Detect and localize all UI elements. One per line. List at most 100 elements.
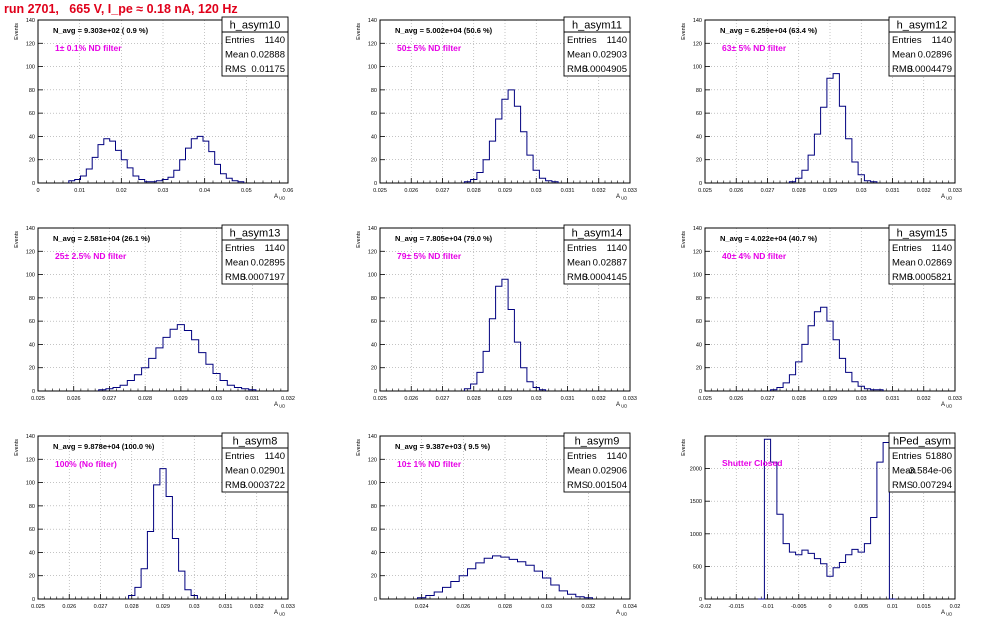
x-tick-label: 0.025 bbox=[373, 396, 387, 402]
histogram-panel-h_asym11: 0.025 0.026 0.027 0.028 0.029 0.03 0.031 0.032 0… bbox=[356, 16, 637, 201]
navg-label: N_avg = 5.002e+04 (50.6 %) bbox=[395, 26, 493, 35]
filter-annotation: 1± 0.1% ND filter bbox=[55, 43, 122, 53]
x-tick-label: 0.028 bbox=[467, 396, 481, 402]
y-tick-label: 40 bbox=[371, 134, 377, 140]
y-tick-label: 20 bbox=[29, 574, 35, 580]
x-tick-label: 0.026 bbox=[67, 396, 81, 402]
histogram-title: hPed_asym bbox=[893, 436, 951, 448]
histogram-panel-h_asym9: 0.024 0.026 0.028 0.03 0.032 0.034 0 20 40 60 80 10… bbox=[356, 432, 637, 617]
y-tick-label: 100 bbox=[26, 273, 35, 279]
y-tick-label: 40 bbox=[29, 550, 35, 556]
y-axis-title: Events bbox=[681, 231, 687, 248]
y-axis-title: Events bbox=[681, 23, 687, 40]
filter-annotation: 63± 5% ND filter bbox=[722, 43, 787, 53]
x-tick-label: 0 bbox=[828, 604, 831, 610]
stats-value: 0.02887 bbox=[593, 258, 627, 269]
y-tick-label: 80 bbox=[371, 504, 377, 510]
stats-value: 51880 bbox=[926, 451, 952, 462]
y-tick-label: 140 bbox=[693, 18, 702, 24]
y-tick-label: 100 bbox=[368, 65, 377, 71]
stats-label: RMS bbox=[567, 272, 588, 283]
stats-value: 0.0004479 bbox=[907, 64, 952, 75]
x-tick-label: 0.024 bbox=[415, 604, 429, 610]
y-tick-label: 40 bbox=[29, 342, 35, 348]
x-tick-label: 0.033 bbox=[281, 604, 295, 610]
filter-annotation: 40± 4% ND filter bbox=[722, 251, 787, 261]
stats-value: 1140 bbox=[607, 451, 627, 462]
y-tick-label: 20 bbox=[29, 366, 35, 372]
y-tick-label: 40 bbox=[696, 134, 702, 140]
histogram-panel-h_asym14: 0.025 0.026 0.027 0.028 0.029 0.03 0.031 0.032 0… bbox=[356, 224, 637, 409]
y-tick-label: 140 bbox=[368, 434, 377, 440]
stats-label: Entries bbox=[892, 243, 922, 254]
x-tick-label: 0.03 bbox=[211, 396, 222, 402]
y-tick-label: 500 bbox=[693, 564, 702, 570]
stats-box bbox=[563, 432, 631, 493]
filter-annotation: 100% (No filter) bbox=[55, 459, 117, 469]
stats-value: 0.0003722 bbox=[240, 480, 285, 491]
x-tick-label: 0.04 bbox=[199, 188, 210, 194]
histogram-panel-h_asym15: 0.025 0.026 0.027 0.028 0.029 0.03 0.031 0.032 0… bbox=[681, 224, 962, 409]
y-tick-label: 1000 bbox=[690, 532, 702, 538]
y-tick-label: 60 bbox=[696, 111, 702, 117]
x-tick-label: 0.03 bbox=[541, 604, 552, 610]
stats-value: 0.02896 bbox=[918, 50, 952, 61]
stats-label: RMS bbox=[567, 64, 588, 75]
stats-label: Entries bbox=[225, 451, 255, 462]
y-tick-label: 140 bbox=[26, 434, 35, 440]
y-tick-label: 120 bbox=[368, 249, 377, 255]
navg-label: N_avg = 9.303e+02 ( 0.9 %) bbox=[53, 26, 149, 35]
y-tick-label: 120 bbox=[368, 457, 377, 463]
x-tick-label: 0.032 bbox=[917, 188, 931, 194]
stats-value: 0.0004145 bbox=[582, 272, 627, 283]
x-tick-label: 0.027 bbox=[761, 396, 775, 402]
stats-label: RMS bbox=[892, 64, 913, 75]
stats-label: RMS bbox=[225, 64, 246, 75]
navg-label: N_avg = 7.805e+04 (79.0 %) bbox=[395, 234, 493, 243]
stats-value: 0.02895 bbox=[251, 258, 285, 269]
histogram-title: h_asym13 bbox=[230, 228, 281, 240]
x-tick-label: 0.026 bbox=[404, 396, 418, 402]
x-tick-label: 0.03 bbox=[856, 396, 867, 402]
stats-value: 0.007294 bbox=[912, 480, 952, 491]
stats-label: Mean bbox=[567, 466, 591, 477]
stats-label: Mean bbox=[225, 258, 249, 269]
stats-label: Mean bbox=[567, 50, 591, 61]
x-tick-label: 0.027 bbox=[436, 396, 450, 402]
y-tick-label: 80 bbox=[29, 88, 35, 94]
y-axis-title: Events bbox=[356, 439, 362, 456]
y-tick-label: 80 bbox=[371, 296, 377, 302]
stats-label: Entries bbox=[567, 243, 597, 254]
y-tick-label: 140 bbox=[26, 226, 35, 232]
stats-box bbox=[563, 16, 631, 77]
stats-box bbox=[221, 224, 289, 285]
x-tick-label: 0.029 bbox=[823, 188, 837, 194]
y-tick-label: 140 bbox=[368, 18, 377, 24]
histogram-title: h_asym11 bbox=[572, 20, 622, 32]
y-tick-label: 120 bbox=[26, 41, 35, 47]
histogram-bars bbox=[758, 438, 896, 600]
histogram-panel-h_asym8: 0.025 0.026 0.027 0.028 0.029 0.03 0.031 0.032 0… bbox=[14, 432, 295, 617]
y-tick-label: 0 bbox=[32, 181, 35, 187]
stats-box bbox=[221, 432, 289, 493]
stats-value: 1140 bbox=[265, 243, 285, 254]
y-axis-title: Events bbox=[14, 23, 20, 40]
x-tick-label: 0.027 bbox=[436, 188, 450, 194]
histogram-panel-h_asym10: 0 0.01 0.02 0.03 0.04 0.05 0.06 0 20 40 60 80 100 120… bbox=[14, 16, 293, 201]
x-axis-title: A UD bbox=[941, 402, 952, 409]
stats-value: 0.001504 bbox=[587, 480, 627, 491]
stats-value: 1140 bbox=[607, 35, 627, 46]
x-axis-title: A UD bbox=[941, 610, 952, 617]
stats-box bbox=[888, 432, 956, 493]
y-tick-label: 40 bbox=[371, 550, 377, 556]
stats-label: Mean bbox=[892, 258, 916, 269]
filter-annotation: Shutter Closed bbox=[722, 458, 782, 468]
x-tick-label: -0.005 bbox=[791, 604, 807, 610]
stats-value: 1140 bbox=[265, 451, 285, 462]
x-tick-label: 0.025 bbox=[698, 188, 712, 194]
stats-label: Entries bbox=[567, 35, 597, 46]
stats-label: RMS bbox=[225, 272, 246, 283]
x-tick-label: 0.034 bbox=[623, 604, 637, 610]
stats-label: Entries bbox=[892, 35, 922, 46]
x-tick-label: 0.033 bbox=[623, 188, 637, 194]
